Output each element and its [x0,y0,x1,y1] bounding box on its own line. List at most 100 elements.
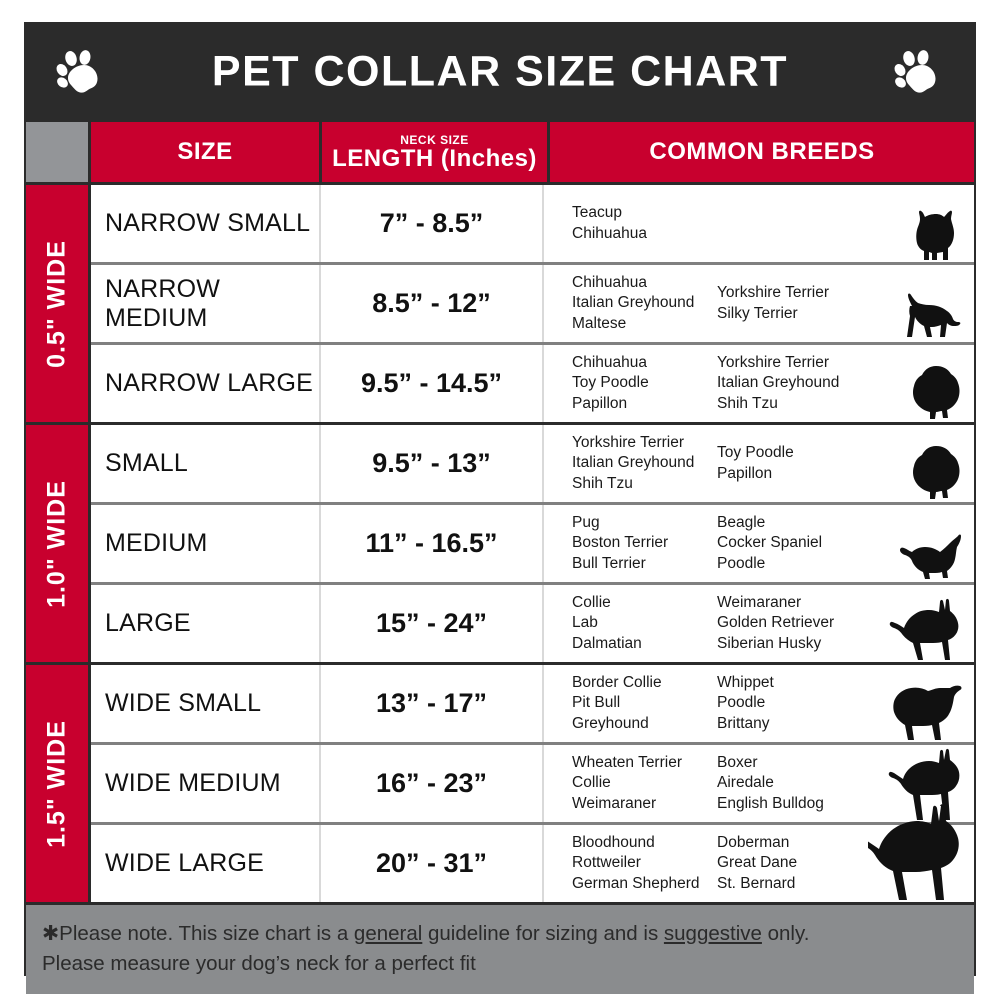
breed-name: Doberman [717,833,790,851]
breeds-column-2: Weimaraner Golden Retriever Siberian Husky [717,593,834,655]
cell-common-breeds: Wheaten Terrier Collie Weimaraner Boxer Aire… [544,745,974,822]
breed-name: Collie [572,774,611,792]
breed-name: Greyhound [572,714,649,732]
breed-name: Dalmatian [572,634,642,652]
breed-name: Beagle [717,513,766,531]
cell-common-breeds: Yorkshire Terrier Italian Greyhound Shih T… [544,425,974,502]
breed-name: Pit Bull [572,694,621,712]
cell-common-breeds: Border Collie Pit Bull Greyhound Whippet Poo… [544,665,974,742]
chart-banner: PET COLLAR SIZE CHART [24,22,976,122]
table-row: NARROW SMALL 7” - 8.5” Teacup Chihuahua [91,185,974,262]
cell-size: MEDIUM [105,529,208,557]
breed-name: Teacup [572,203,622,221]
footer-text-a: ✱Please note. This size chart is a [42,922,354,945]
cell-neck-length: 11” - 16.5” [319,505,544,582]
breed-name: Lab [572,614,598,632]
paw-icon [892,46,944,98]
breeds-column-2: Boxer Airedale English Bulldog [717,753,824,815]
cell-size: WIDE SMALL [105,689,262,717]
table-row: NARROW MEDIUM 8.5” - 12” Chihuahua Italian … [91,262,974,342]
pet-collar-size-chart: PET COLLAR SIZE CHART SIZE NECK SIZE LEN… [24,22,976,995]
cell-neck-length: 7” - 8.5” [319,185,544,262]
cell-common-breeds: Collie Lab Dalmatian Weimaraner Golden Retri… [544,585,974,662]
cell-common-breeds: Pug Boston Terrier Bull Terrier Beagle Cocke… [544,505,974,582]
cell-common-breeds: Bloodhound Rottweiler German Shepherd Dober… [544,825,974,902]
breed-name: Toy Poodle [572,374,649,392]
group-rows: SMALL 9.5” - 13” Yorkshire Terrier Italian … [91,425,974,662]
table-row: NARROW LARGE 9.5” - 14.5” Chihuahua Toy Poo… [91,342,974,422]
breeds-column-2: Toy Poodle Papillon [717,443,794,484]
breed-name: Shih Tzu [717,394,778,412]
breed-name: English Bulldog [717,794,824,812]
breed-name: Chihuahua [572,224,647,242]
footer-note: ✱Please note. This size chart is a gener… [26,905,974,995]
size-group: 1.5" WIDE WIDE SMALL 13” - 17” Border Colli… [24,665,976,902]
footer-line-1: ✱Please note. This size chart is a gener… [42,919,958,949]
breed-name: Bloodhound [572,833,655,851]
table-row: WIDE MEDIUM 16” - 23” Wheaten Terrier Colli… [91,742,974,822]
cell-neck-length: 8.5” - 12” [319,265,544,342]
cell-size: LARGE [105,609,191,637]
breed-name: Boston Terrier [572,534,669,552]
table-row: LARGE 15” - 24” Collie Lab Dalmatian Weimaran… [91,582,974,662]
breeds-column-1: Chihuahua Italian Greyhound Maltese [572,273,717,335]
group-width-label-text: 1.5" WIDE [42,719,71,848]
breed-name: Silky Terrier [717,304,798,322]
cell-size: SMALL [105,449,188,477]
breed-name: Golden Retriever [717,614,835,632]
cell-neck-length: 15” - 24” [319,585,544,662]
breed-name: German Shepherd [572,874,700,892]
table-row: SMALL 9.5” - 13” Yorkshire Terrier Italian … [91,425,974,502]
cell-neck-length: 20” - 31” [319,825,544,902]
breed-name: Poodle [717,554,766,572]
breed-name: Cocker Spaniel [717,534,823,552]
breeds-column-2: Beagle Cocker Spaniel Poodle [717,513,822,575]
group-width-label: 1.5" WIDE [26,665,88,902]
breed-name: Great Dane [717,854,798,872]
breeds-column-2: Yorkshire Terrier Silky Terrier [717,283,829,324]
cell-size: WIDE LARGE [105,849,264,877]
cell-neck-length: 13” - 17” [319,665,544,742]
breed-name: Bull Terrier [572,554,646,572]
size-group: 0.5" WIDE NARROW SMALL 7” - 8.5” Teacup Chih… [24,185,976,422]
group-width-label: 0.5" WIDE [26,185,88,422]
breed-name: Italian Greyhound [572,454,695,472]
cell-neck-length: 9.5” - 13” [319,425,544,502]
breeds-column-1: Yorkshire Terrier Italian Greyhound Shih T… [572,433,717,495]
breed-name: Brittany [717,714,770,732]
cell-neck-length: 9.5” - 14.5” [319,345,544,422]
table-header-row: SIZE NECK SIZE LENGTH (Inches) COMMON BR… [24,122,976,182]
breeds-column-1: Teacup Chihuahua [572,203,717,244]
group-width-label-text: 1.0" WIDE [42,479,71,608]
footer-underline-suggestive: suggestive [663,922,762,945]
column-header-size: SIZE [91,122,319,182]
breed-name: Siberian Husky [717,634,822,652]
group-rows: NARROW SMALL 7” - 8.5” Teacup Chihuahua NARR… [91,185,974,422]
breed-name: Weimaraner [717,593,802,611]
breed-name: Collie [572,593,611,611]
breed-name: Airedale [717,774,774,792]
column-header-length-sublabel: NECK SIZE [400,132,469,147]
breed-name: Papillon [717,464,773,482]
footer-text-c: only. [761,922,810,945]
column-header-size-label: SIZE [177,138,233,165]
breeds-column-1: Chihuahua Toy Poodle Papillon [572,353,717,415]
size-table: SIZE NECK SIZE LENGTH (Inches) COMMON BR… [24,122,976,902]
breed-name: Yorkshire Terrier [572,433,684,451]
breeds-column-1: Bloodhound Rottweiler German Shepherd [572,833,717,895]
group-rows: WIDE SMALL 13” - 17” Border Collie Pit Bull… [91,665,974,902]
column-header-length: NECK SIZE LENGTH (Inches) [322,122,547,182]
breed-name: Poodle [717,694,766,712]
breed-name: St. Bernard [717,874,796,892]
breed-name: Maltese [572,314,627,332]
breeds-column-1: Border Collie Pit Bull Greyhound [572,673,717,735]
breed-name: Chihuahua [572,353,647,371]
breed-name: Whippet [717,673,774,691]
breed-name: Italian Greyhound [572,294,695,312]
breed-name: Chihuahua [572,273,647,291]
breed-name: Toy Poodle [717,443,794,461]
footer-line-2: Please measure your dog’s neck for a per… [42,951,476,975]
cell-size: NARROW MEDIUM [105,274,221,332]
breed-name: Yorkshire Terrier [717,353,829,371]
cell-common-breeds: Chihuahua Toy Poodle Papillon Yorkshire Ter… [544,345,974,422]
